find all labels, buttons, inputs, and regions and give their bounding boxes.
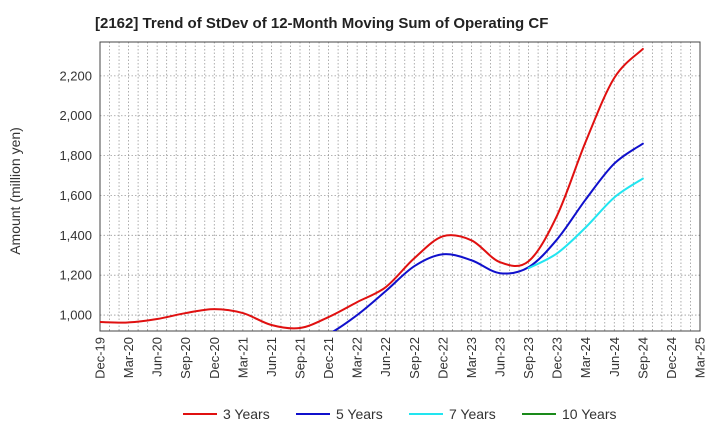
x-tick-label: Mar-25 [693, 337, 708, 378]
x-tick-label: Sep-20 [178, 337, 193, 379]
y-tick-label: 2,000 [59, 108, 92, 123]
x-tick-label: Dec-24 [664, 337, 679, 379]
y-tick-label: 1,600 [59, 188, 92, 203]
x-tick-label: Sep-21 [293, 337, 308, 379]
series-line-5-years [332, 142, 644, 331]
x-tick-label: Jun-22 [378, 337, 393, 377]
legend-label-10-years: 10 Years [562, 406, 617, 422]
x-tick-label: Jun-21 [264, 337, 279, 377]
x-tick-label: Mar-24 [578, 337, 593, 378]
x-tick-label: Jun-23 [493, 337, 508, 377]
legend-label-5-years: 5 Years [336, 406, 383, 422]
legend-label-3-years: 3 Years [223, 406, 270, 422]
grid [100, 42, 700, 331]
series-line-7-years [527, 177, 644, 270]
y-tick-label: 1,800 [59, 148, 92, 163]
x-tick-label: Dec-22 [435, 337, 450, 379]
x-tick-label: Mar-22 [350, 337, 365, 378]
x-tick-label: Mar-23 [464, 337, 479, 378]
x-tick-label: Sep-23 [521, 337, 536, 379]
y-tick-label: 1,000 [59, 308, 92, 323]
series-line-3-years [100, 47, 644, 330]
legend-label-7-years: 7 Years [449, 406, 496, 422]
y-tick-label: 1,200 [59, 268, 92, 283]
x-tick-label: Jun-20 [150, 337, 165, 377]
y-axis-label: Amount (million yen) [7, 127, 23, 255]
x-tick-label: Dec-23 [550, 337, 565, 379]
series-layer [100, 47, 644, 331]
chart-title: [2162] Trend of StDev of 12-Month Moving… [95, 15, 548, 32]
x-tick-label: Dec-21 [321, 337, 336, 379]
x-tick-label: Jun-24 [607, 337, 622, 377]
x-tick-label: Mar-20 [121, 337, 136, 378]
x-tick-label: Sep-22 [407, 337, 422, 379]
plot-frame [99, 41, 701, 332]
x-tick-label: Mar-21 [235, 337, 250, 378]
legend: 3 Years 5 Years 7 Years 10 Years [183, 406, 617, 422]
x-tick-label: Sep-24 [635, 337, 650, 379]
y-axis-ticks: 1,000 1,200 1,400 1,600 1,800 2,000 2,200 [59, 68, 92, 322]
y-tick-label: 2,200 [59, 68, 92, 83]
x-axis-ticks: Dec-19 Mar-20 Jun-20 Sep-20 Dec-20 Mar-21 Jun-… [93, 337, 708, 379]
x-tick-label: Dec-19 [93, 337, 108, 379]
y-tick-label: 1,400 [59, 228, 92, 243]
x-tick-label: Dec-20 [207, 337, 222, 379]
